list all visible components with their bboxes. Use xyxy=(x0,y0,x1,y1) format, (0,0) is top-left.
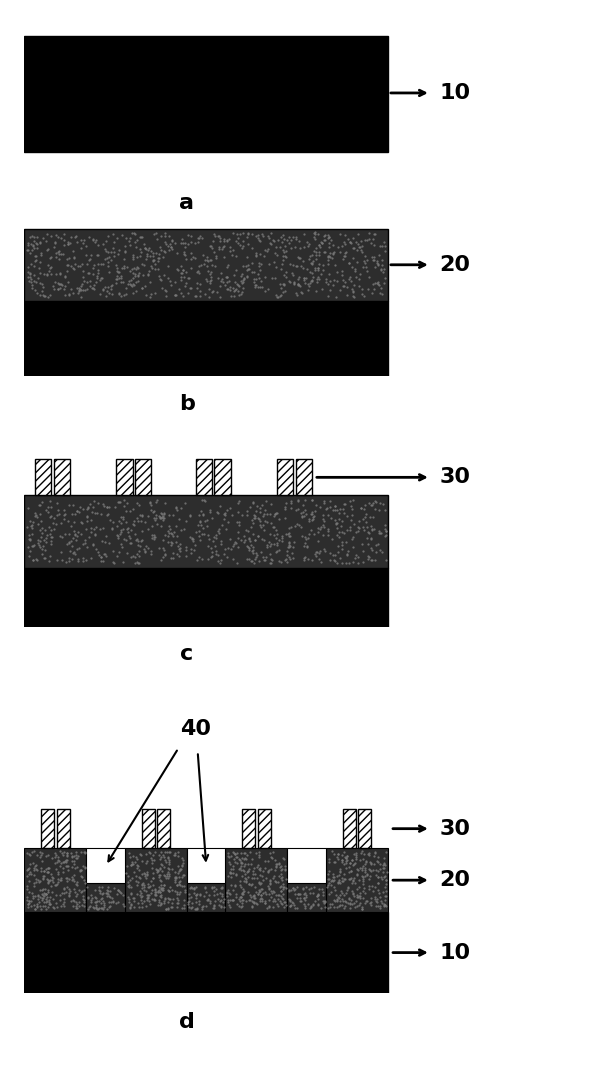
Bar xyxy=(24,848,87,912)
Bar xyxy=(187,848,225,884)
Bar xyxy=(296,459,312,495)
Bar xyxy=(42,810,54,848)
Text: c: c xyxy=(180,645,194,664)
Bar xyxy=(24,567,388,627)
Bar xyxy=(125,848,187,912)
Text: d: d xyxy=(179,1012,195,1032)
Bar xyxy=(87,884,125,912)
Bar xyxy=(135,459,152,495)
Text: a: a xyxy=(180,193,194,214)
Bar xyxy=(214,459,230,495)
Bar xyxy=(343,810,356,848)
Bar xyxy=(225,848,288,912)
Text: 20: 20 xyxy=(439,871,470,890)
Text: 10: 10 xyxy=(439,83,470,103)
Bar xyxy=(277,459,293,495)
Bar xyxy=(243,810,255,848)
Bar xyxy=(196,459,212,495)
Bar xyxy=(57,810,70,848)
Bar xyxy=(35,459,51,495)
Bar xyxy=(358,810,371,848)
Bar xyxy=(24,912,388,993)
Bar xyxy=(288,884,326,912)
Text: 30: 30 xyxy=(439,467,470,488)
Bar xyxy=(24,301,388,376)
Bar xyxy=(142,810,155,848)
Text: 30: 30 xyxy=(439,818,470,839)
Bar xyxy=(24,36,388,152)
Bar xyxy=(116,459,133,495)
Text: b: b xyxy=(179,394,195,415)
Bar xyxy=(187,884,225,912)
Bar xyxy=(258,810,271,848)
Bar xyxy=(54,459,70,495)
Text: 40: 40 xyxy=(180,719,211,739)
Bar xyxy=(326,848,388,912)
Bar xyxy=(157,810,170,848)
Bar xyxy=(288,848,326,884)
Bar xyxy=(24,495,388,567)
Text: 10: 10 xyxy=(439,943,470,962)
Text: 20: 20 xyxy=(439,255,470,275)
Bar xyxy=(87,848,125,884)
Bar xyxy=(24,229,388,301)
